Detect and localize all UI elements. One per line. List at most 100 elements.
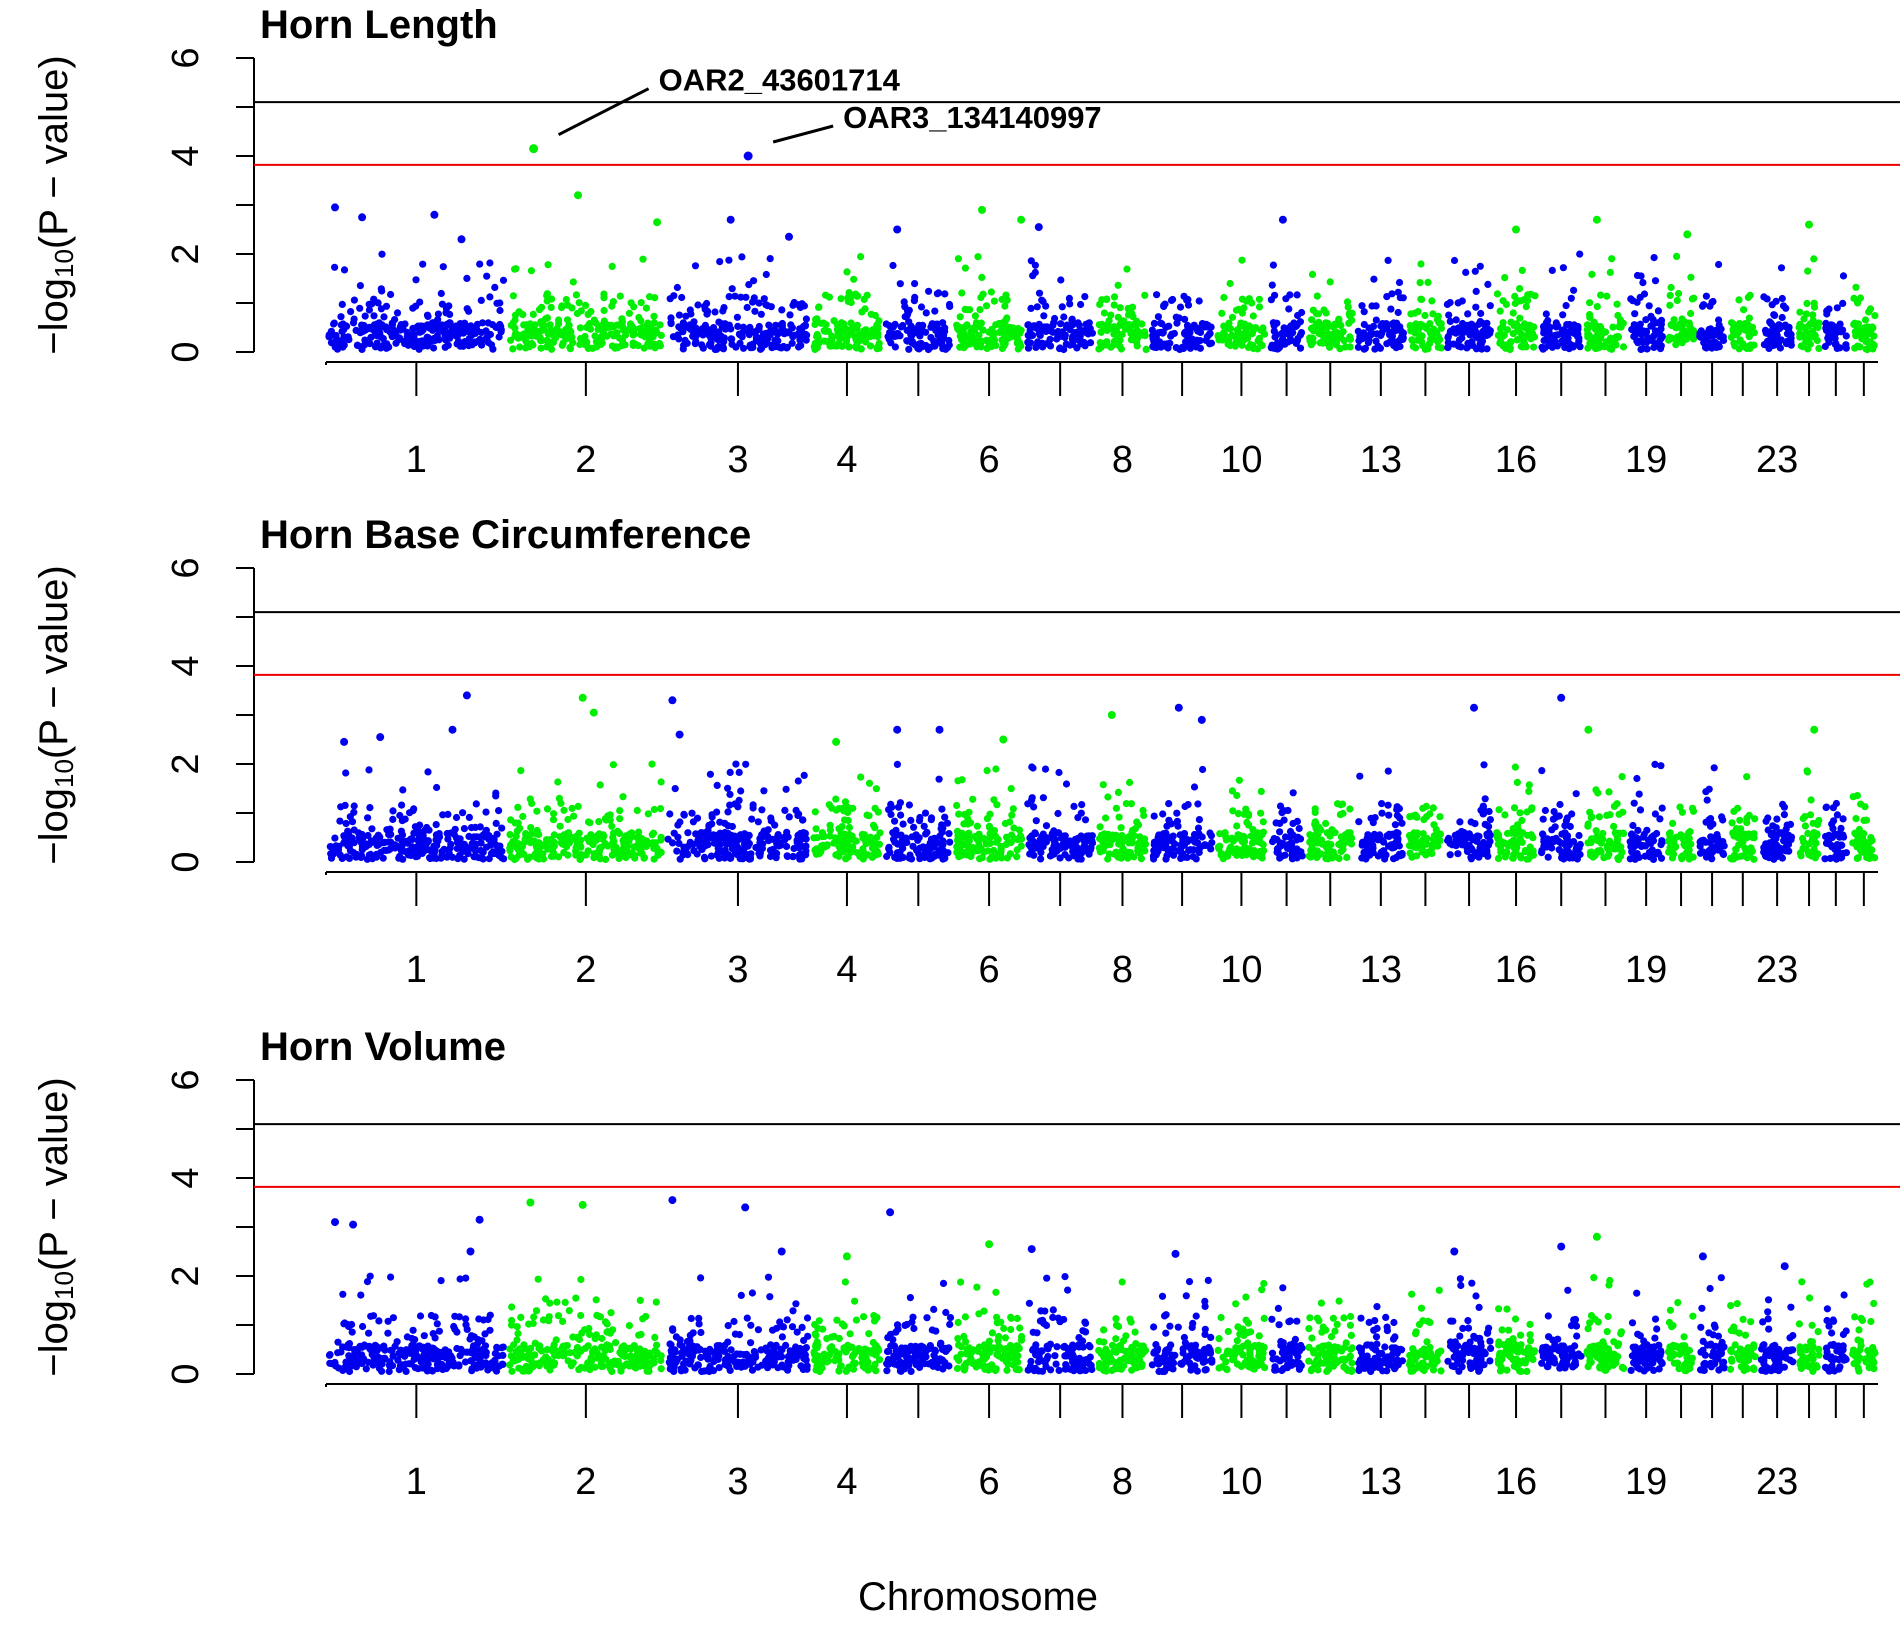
snp-peak-point [893, 725, 902, 734]
snp-point [699, 331, 707, 339]
snp-point [1312, 310, 1321, 318]
snp-point [560, 806, 568, 814]
snp-point [1179, 344, 1188, 353]
snp-point [1025, 332, 1033, 340]
snp-point [511, 332, 519, 340]
snp-point [832, 806, 841, 814]
snp-point [470, 833, 478, 841]
snp-point [1511, 299, 1519, 308]
snp-point [1222, 833, 1230, 841]
snp-point [379, 854, 387, 862]
snp-point [708, 813, 716, 821]
snp-point [1584, 330, 1592, 338]
snp-point [1298, 308, 1306, 317]
snp-point [933, 839, 941, 847]
snp-point [1729, 328, 1738, 336]
snp-point [1228, 313, 1237, 321]
snp-point [401, 320, 409, 328]
snp-point [763, 334, 771, 342]
snp-point [690, 847, 698, 855]
snp-point [1821, 855, 1829, 863]
snp-point [1620, 830, 1628, 838]
snp-point [749, 340, 757, 348]
snp-point [736, 331, 744, 339]
snp-point [1002, 316, 1010, 324]
snp-point [1619, 343, 1628, 351]
snp-point [727, 831, 736, 839]
snp-point [1561, 822, 1569, 830]
snp-point [1632, 839, 1640, 847]
snp-point [1810, 255, 1818, 263]
snp-point [1254, 345, 1262, 353]
snp-point [974, 334, 982, 342]
snp-point [1849, 839, 1857, 847]
snp-point [602, 816, 610, 824]
snp-point [621, 331, 630, 339]
snp-point [1029, 272, 1037, 280]
snp-point [1809, 311, 1817, 319]
snp-point [1346, 805, 1354, 813]
snp-point [1368, 837, 1376, 845]
snp-point [433, 841, 441, 849]
snp-point [866, 342, 875, 350]
snp-point [1747, 844, 1755, 852]
snp-point [597, 831, 606, 839]
snp-point [446, 319, 454, 327]
snp-point [1853, 322, 1861, 330]
snp-point [779, 328, 788, 336]
snp-point [842, 855, 850, 863]
snp-point [1673, 252, 1681, 260]
snp-point [1150, 341, 1158, 350]
snp-point [1322, 309, 1330, 317]
snp-point [1494, 840, 1502, 848]
snp-point [1421, 311, 1429, 320]
y-tick-label: 0 [165, 341, 207, 362]
snp-point [1399, 334, 1407, 342]
snp-point [331, 834, 339, 842]
snp-point [1464, 310, 1472, 318]
snp-point [640, 854, 648, 862]
snp-point [812, 825, 820, 833]
snp-point [460, 855, 468, 863]
snp-point [1773, 815, 1781, 823]
snp-point [1045, 326, 1054, 335]
snp-point [1631, 310, 1639, 318]
snp-point [1007, 324, 1015, 332]
snp-point [1289, 789, 1297, 797]
snp-point [845, 823, 854, 832]
snp-point [437, 854, 445, 862]
snp-point [476, 260, 484, 268]
snp-point [1649, 855, 1658, 863]
snp-point [510, 265, 519, 273]
snp-point [960, 324, 969, 332]
snp-point [1159, 810, 1167, 818]
snp-point [1006, 818, 1014, 826]
snp-point [1041, 765, 1050, 773]
snp-point [1141, 847, 1149, 855]
snp-point [1772, 297, 1780, 305]
snp-point [1042, 822, 1051, 830]
snp-point [1699, 848, 1707, 856]
snp-point [906, 851, 914, 859]
snp-point [713, 345, 721, 353]
snp-point [389, 815, 397, 823]
snp-point [1276, 828, 1284, 836]
snp-point [687, 325, 695, 334]
snp-point [1595, 813, 1603, 821]
snp-point [1176, 303, 1185, 311]
snp-point [600, 306, 608, 315]
snp-point [1609, 323, 1617, 331]
snp-point [667, 314, 675, 322]
snp-point [826, 826, 835, 834]
snp-point [441, 343, 449, 351]
snp-point [831, 834, 840, 842]
snp-point [1420, 323, 1429, 331]
snp-point [1857, 800, 1865, 808]
snp-point [616, 807, 624, 815]
snp-point [1815, 319, 1823, 327]
snp-point [365, 841, 373, 849]
snp-point [845, 343, 853, 351]
snp-point [1510, 804, 1519, 812]
snp-point [1728, 319, 1736, 327]
snp-point [1017, 842, 1025, 850]
